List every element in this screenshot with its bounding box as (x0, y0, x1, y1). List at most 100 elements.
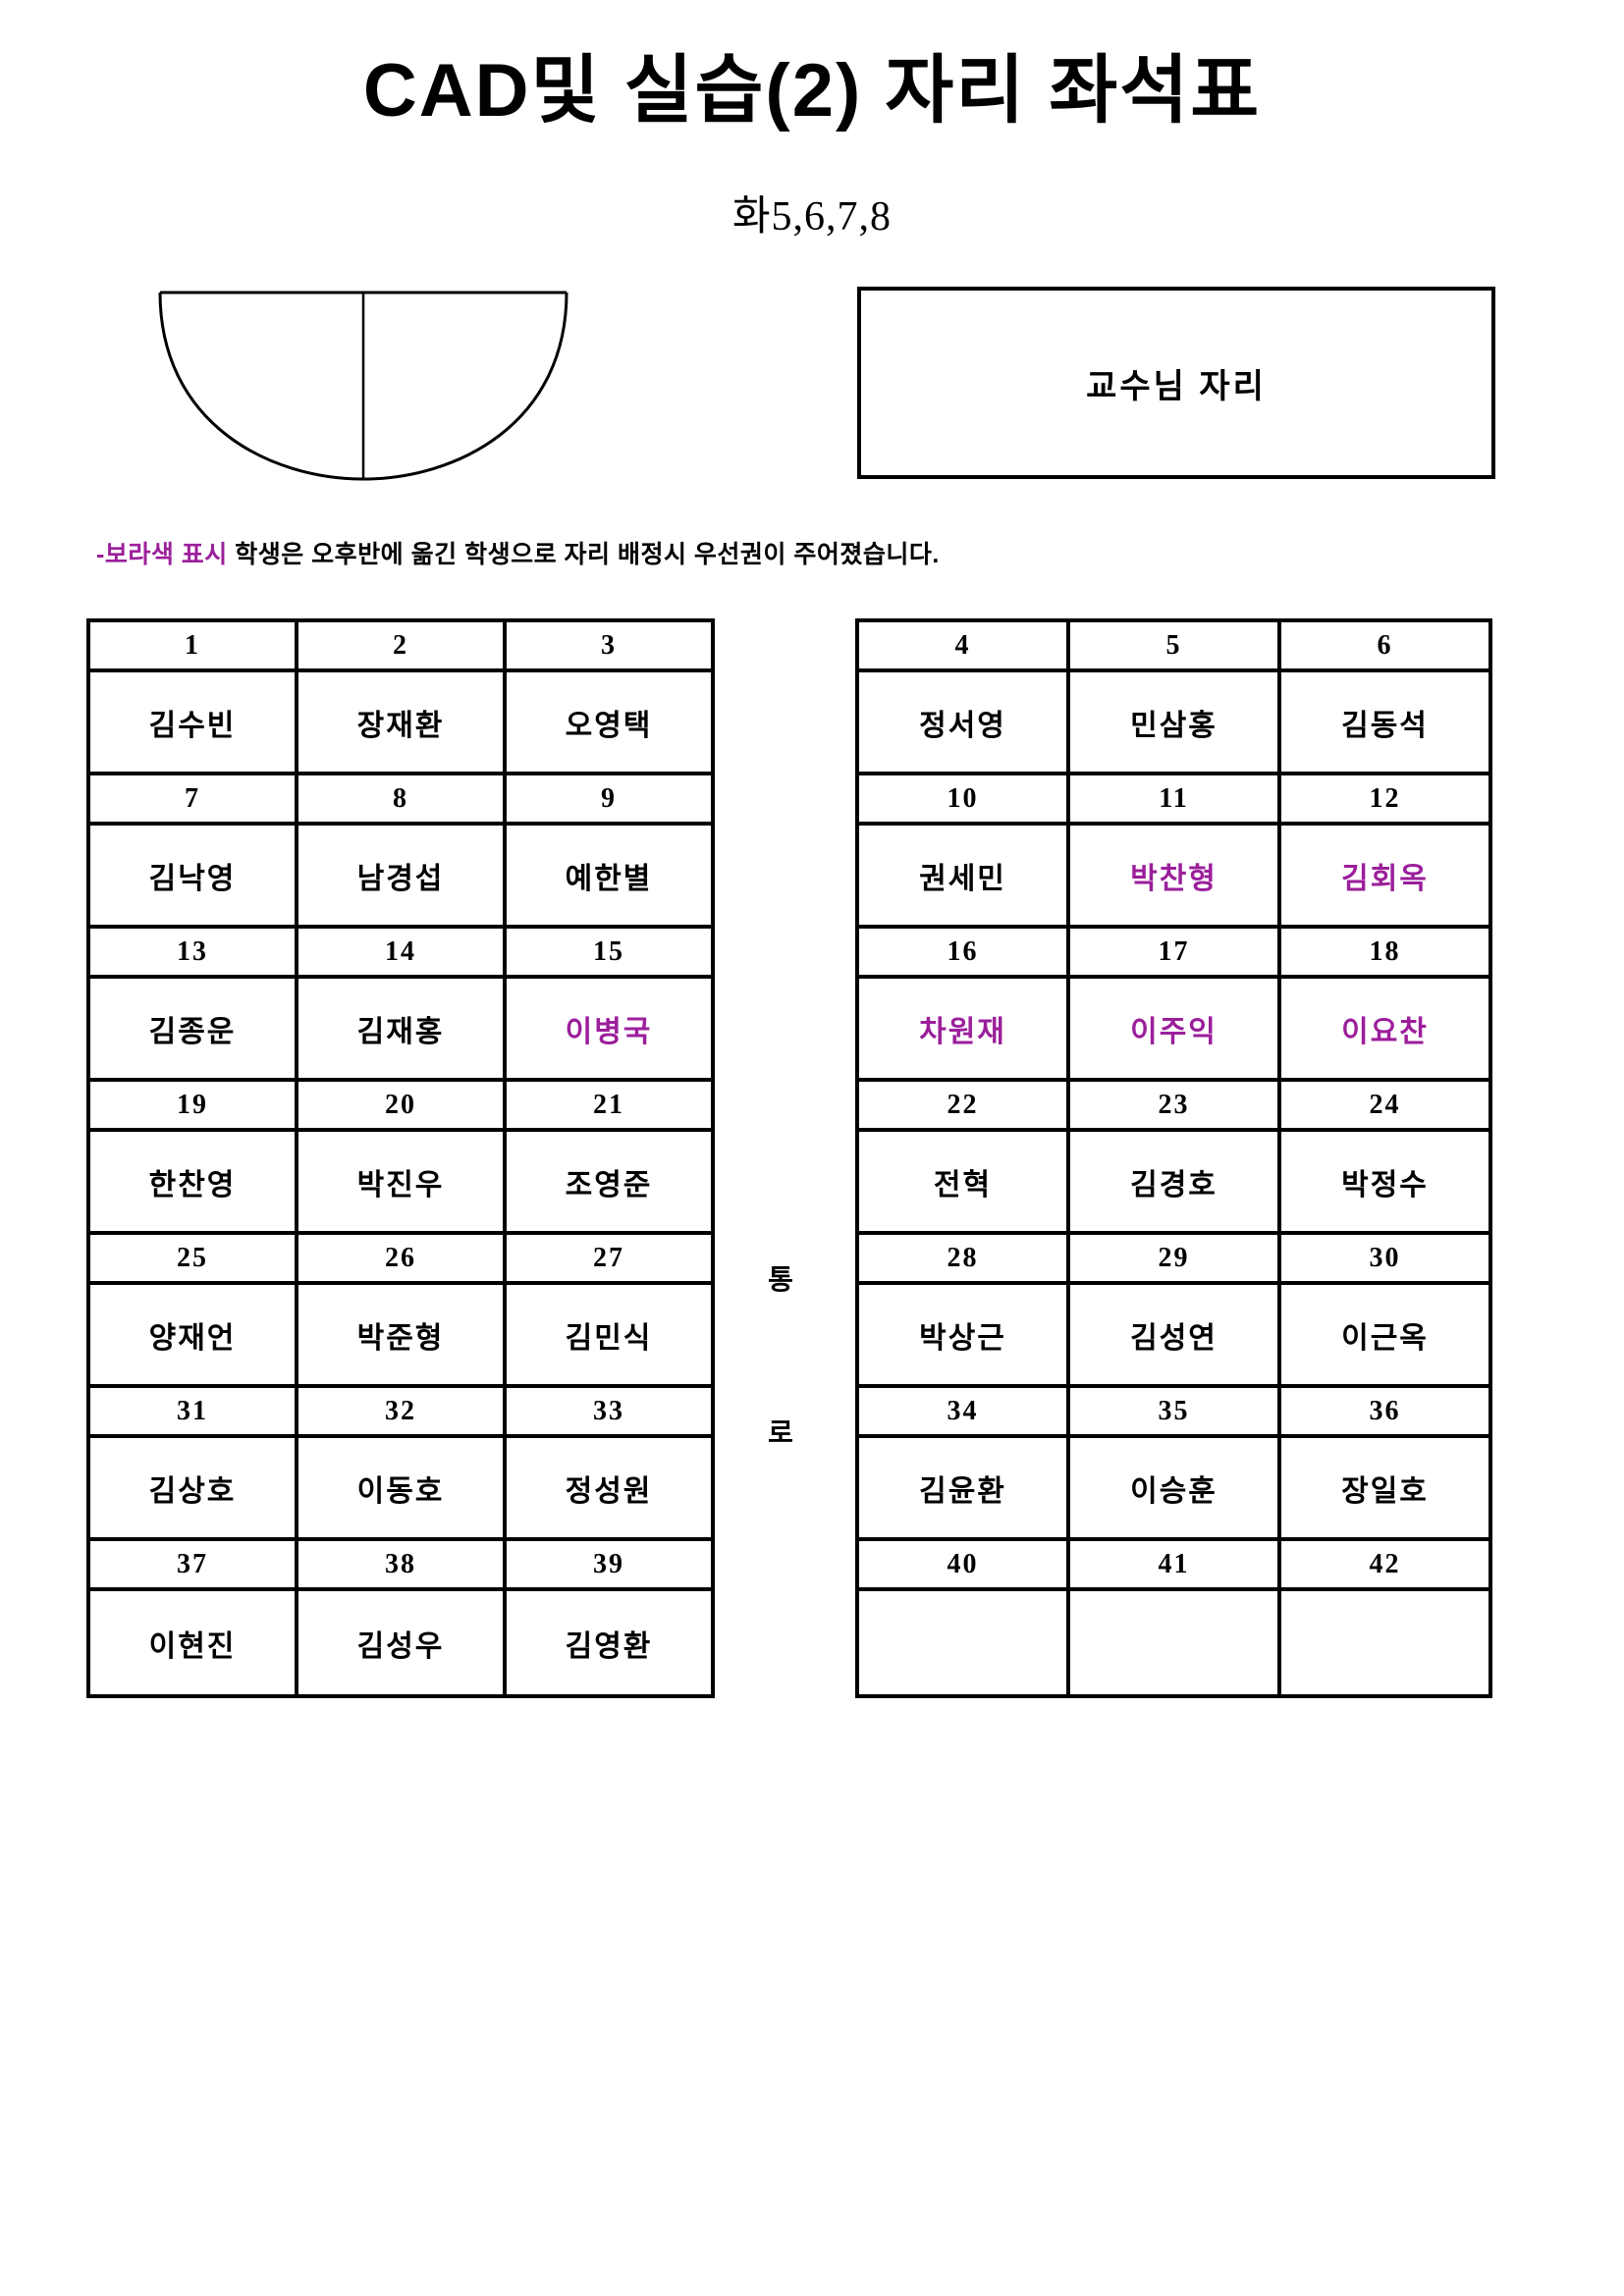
seat-name-cell[interactable]: 이현진 (90, 1591, 298, 1694)
seat-name-row: 정서영 민삼홍 김동석 (859, 672, 1489, 775)
seat-number-cell[interactable]: 7 (90, 775, 298, 826)
seat-name-cell[interactable]: 한찬영 (90, 1132, 298, 1235)
seat-name-row (859, 1591, 1489, 1694)
seat-name-row: 차원재 이주익 이요찬 (859, 979, 1489, 1082)
seat-number-cell[interactable]: 1 (90, 622, 298, 672)
seat-number-cell[interactable]: 28 (859, 1235, 1070, 1285)
seat-number-cell[interactable]: 11 (1070, 775, 1281, 826)
seat-name-cell[interactable]: 오영택 (507, 672, 711, 775)
seat-number-cell[interactable]: 5 (1070, 622, 1281, 672)
seat-name-cell[interactable]: 장재환 (298, 672, 507, 775)
seat-name-cell-transfer[interactable]: 이요찬 (1281, 979, 1489, 1082)
seat-number-cell[interactable]: 15 (507, 929, 711, 979)
seat-number-cell[interactable]: 4 (859, 622, 1070, 672)
seat-name-cell[interactable]: 장일호 (1281, 1438, 1489, 1541)
seat-name-cell[interactable]: 김영환 (565, 1629, 653, 1663)
seat-number-row: 22 23 24 (859, 1082, 1489, 1132)
seat-number-cell[interactable]: 2 (298, 622, 507, 672)
seat-number-cell[interactable]: 24 (1281, 1082, 1489, 1132)
seat-name-cell[interactable]: 김성우 (298, 1591, 507, 1694)
seat-name-cell[interactable]: 예한별 (507, 826, 711, 929)
seat-number-cell[interactable]: 32 (298, 1388, 507, 1438)
seat-name-cell[interactable]: 민삼홍 (1070, 672, 1281, 775)
seat-number-row: 40 41 42 (859, 1541, 1489, 1591)
seat-name-cell[interactable]: 권세민 (859, 826, 1070, 929)
seat-number-cell[interactable]: 6 (1281, 622, 1489, 672)
seat-name-cell[interactable] (859, 1591, 1070, 1694)
seat-number-cell[interactable]: 25 (90, 1235, 298, 1285)
seat-name-cell[interactable]: 양재언 (90, 1285, 298, 1388)
seat-number-cell[interactable]: 13 (90, 929, 298, 979)
seat-name-row: 한찬영 박진우 조영준 (90, 1132, 711, 1235)
seat-name-cell[interactable]: 이승훈 (1070, 1438, 1281, 1541)
seat-name-cell[interactable]: 김민식 (507, 1285, 711, 1388)
seat-number-cell[interactable]: 36 (1281, 1388, 1489, 1438)
seat-name-cell[interactable]: 김윤환 (859, 1438, 1070, 1541)
seat-number-cell[interactable]: 42 (1281, 1541, 1489, 1591)
seat-name-cell[interactable]: 박정수 (1281, 1132, 1489, 1235)
seat-number-cell[interactable]: 17 (1070, 929, 1281, 979)
seat-name-cell[interactable]: 이동호 (298, 1438, 507, 1541)
seat-number-cell[interactable]: 26 (298, 1235, 507, 1285)
seat-number-cell[interactable]: 27 (507, 1235, 711, 1285)
seat-name-cell[interactable]: 정서영 (859, 672, 1070, 775)
seat-name-cell-transfer[interactable]: 이병국 (507, 979, 711, 1082)
seat-name-cell-transfer[interactable]: 김회옥 (1281, 826, 1489, 929)
seat-number-cell[interactable]: 23 (1070, 1082, 1281, 1132)
seat-number-cell[interactable]: 16 (859, 929, 1070, 979)
seat-number-cell[interactable]: 9 (507, 775, 711, 826)
seat-name-cell[interactable]: 김성연 (1070, 1285, 1281, 1388)
seat-name-cell[interactable]: 박상근 (859, 1285, 1070, 1388)
seat-name-cell[interactable]: 김재홍 (298, 979, 507, 1082)
seat-name-row: 김종운 김재홍 이병국 (90, 979, 711, 1082)
seat-name-cell[interactable]: 김동석 (1281, 672, 1489, 775)
seat-number-cell[interactable]: 33 (507, 1388, 711, 1438)
seat-name-cell[interactable]: 조영준 (507, 1132, 711, 1235)
seat-name-cell[interactable]: 박진우 (298, 1132, 507, 1235)
seat-name-cell[interactable]: 남경섭 (298, 826, 507, 929)
seat-name-cell[interactable]: 김수빈 (90, 672, 298, 775)
seat-number-cell[interactable]: 14 (298, 929, 507, 979)
seat-number-cell[interactable]: 37 (90, 1541, 298, 1591)
seat-number-row: 16 17 18 (859, 929, 1489, 979)
seat-name-cell[interactable]: 전혁 (859, 1132, 1070, 1235)
seat-name-cell[interactable] (1281, 1591, 1489, 1694)
seat-number-cell[interactable]: 12 (1281, 775, 1489, 826)
seat-name-cell[interactable]: 김종운 (90, 979, 298, 1082)
podium-semicircle (152, 287, 574, 483)
seat-name-cell[interactable]: 김상호 (90, 1438, 298, 1541)
seat-number-cell[interactable]: 10 (859, 775, 1070, 826)
seat-number-cell[interactable]: 34 (859, 1388, 1070, 1438)
note-highlight-text: -보라색 표시 (96, 541, 228, 568)
seat-number-cell[interactable]: 35 (1070, 1388, 1281, 1438)
seat-name-cell[interactable]: 김경호 (1070, 1132, 1281, 1235)
seat-number-row: 19 20 21 (90, 1082, 711, 1132)
seat-number-cell[interactable]: 30 (1281, 1235, 1489, 1285)
seat-number-cell[interactable]: 40 (859, 1541, 1070, 1591)
seat-number-cell[interactable]: 19 (90, 1082, 298, 1132)
seat-name-row: 이현진 김성우 김영환 (90, 1591, 711, 1694)
seat-name-cell[interactable]: 이근옥 (1281, 1285, 1489, 1388)
seat-number-cell[interactable]: 21 (507, 1082, 711, 1132)
seat-number-cell[interactable]: 29 (1070, 1235, 1281, 1285)
seat-number-cell[interactable]: 8 (298, 775, 507, 826)
seat-name-cell[interactable]: 박준형 (298, 1285, 507, 1388)
seat-name-cell-transfer[interactable]: 박찬형 (1070, 826, 1281, 929)
seat-name-cell[interactable]: 정성원 (507, 1438, 711, 1541)
seat-number-cell[interactable]: 39 (507, 1541, 711, 1591)
seat-name-cell-transfer[interactable]: 이주익 (1070, 979, 1281, 1082)
seat-name-cell[interactable]: 김낙영 (90, 826, 298, 929)
seat-number-cell[interactable]: 20 (298, 1082, 507, 1132)
seat-name-row: 권세민 박찬형 김회옥 (859, 826, 1489, 929)
seat-number-cell[interactable]: 31 (90, 1388, 298, 1438)
professor-seat-label: 교수님 자리 (1086, 367, 1267, 405)
seat-number-cell[interactable]: 18 (1281, 929, 1489, 979)
seat-name-cell-transfer[interactable]: 차원재 (859, 979, 1070, 1082)
seat-name-cell[interactable] (1070, 1591, 1281, 1694)
seat-number-cell[interactable]: 22 (859, 1082, 1070, 1132)
seat-number-cell[interactable]: 3 (507, 622, 711, 672)
seat-number-cell[interactable]: 41 (1070, 1541, 1281, 1591)
seat-number-cell[interactable]: 38 (298, 1541, 507, 1591)
